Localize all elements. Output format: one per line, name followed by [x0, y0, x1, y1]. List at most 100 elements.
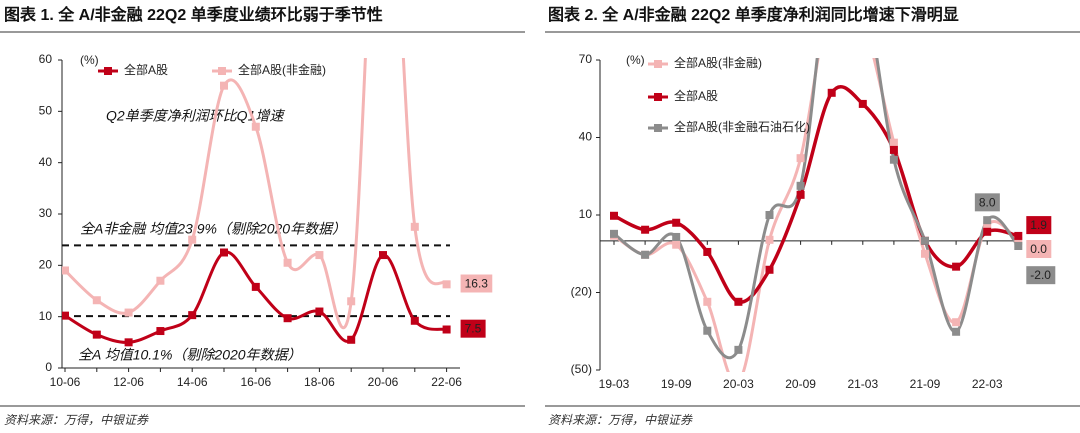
data-label: 0.0	[1030, 242, 1047, 256]
legend-label: 全部A股(非金融石油石化)	[674, 119, 810, 134]
x-tick-label: 20-06	[368, 375, 399, 389]
marker	[672, 232, 681, 241]
marker	[188, 235, 197, 244]
marker	[703, 297, 712, 306]
marker	[921, 236, 929, 245]
marker	[62, 266, 69, 275]
marker	[641, 225, 650, 234]
x-tick-label: 18-06	[304, 375, 335, 389]
y-tick-label: 60	[39, 52, 53, 66]
source: 资料来源：万得，中银证券	[548, 413, 693, 427]
series-line	[613, 58, 1020, 372]
marker	[442, 280, 451, 289]
marker	[410, 316, 419, 325]
marker	[315, 307, 324, 316]
x-tick-label: 19-03	[599, 377, 630, 391]
marker	[672, 218, 681, 227]
data-label: 16.3	[465, 276, 489, 290]
marker	[734, 297, 743, 306]
marker	[921, 249, 929, 258]
marker	[672, 240, 681, 249]
marker	[124, 308, 133, 317]
x-tick-label: 19-09	[661, 377, 692, 391]
legend-marker	[654, 60, 662, 68]
y-tick-label: 40	[39, 155, 53, 169]
data-label-box	[460, 319, 486, 338]
marker	[765, 211, 774, 219]
marker	[1014, 236, 1023, 245]
marker	[765, 265, 774, 274]
marker	[347, 297, 356, 306]
series-line	[613, 85, 1019, 304]
plot	[610, 58, 1023, 372]
x-tick-label: 21-09	[910, 377, 941, 391]
marker	[220, 81, 228, 90]
legend-marker	[218, 67, 226, 75]
x-tick-label: 14-06	[177, 375, 208, 389]
marker	[156, 327, 165, 336]
marker	[889, 145, 898, 154]
marker	[765, 235, 774, 244]
x-tick-label: 21-03	[847, 377, 878, 391]
series-line	[64, 250, 447, 344]
marker	[983, 216, 992, 225]
marker	[442, 325, 451, 334]
legend-marker	[104, 67, 112, 75]
data-label: 8.0	[979, 195, 996, 209]
marker	[610, 229, 618, 238]
annotation: 全A非金融 均值23.9%（剔除2020年数据）	[80, 221, 346, 237]
source: 资料来源：万得，中银证券	[4, 413, 149, 427]
marker	[703, 326, 712, 335]
marker	[220, 248, 228, 257]
data-label: -2.0	[1030, 268, 1051, 282]
legend-marker	[654, 93, 662, 101]
chart-title: 图表 2. 全 A/非金融 22Q2 单季度净利润同比增速下滑明显	[548, 5, 959, 24]
marker	[641, 250, 650, 259]
legend-marker	[654, 124, 662, 132]
y-tick-label: (20)	[571, 285, 592, 299]
marker	[858, 99, 867, 108]
y-tick-label: 10	[39, 309, 53, 323]
x-tick-label: 16-06	[240, 375, 271, 389]
marker	[703, 247, 712, 256]
marker	[983, 227, 992, 236]
marker	[315, 251, 324, 260]
x-tick-label: 22-06	[431, 375, 462, 389]
x-tick-label: 20-09	[785, 377, 816, 391]
marker	[827, 88, 836, 97]
x-tick-label: 22-03	[972, 377, 1003, 391]
y-tick-label: 10	[579, 207, 593, 221]
marker	[92, 330, 101, 339]
marker	[283, 314, 292, 323]
marker	[1014, 242, 1023, 250]
data-label-box	[1026, 216, 1052, 235]
marker	[347, 335, 356, 344]
y-tick-label: (50)	[571, 362, 592, 376]
annotation: 全A 均值10.1%（剔除2020年数据）	[78, 347, 302, 363]
marker	[889, 138, 898, 147]
y-tick-label: 40	[579, 130, 593, 144]
marker	[734, 345, 743, 354]
plot	[62, 58, 451, 347]
x-tick-label: 10-06	[50, 375, 81, 389]
marker	[1014, 231, 1023, 240]
annotation: Q2单季度净利润环比Q1增速	[106, 108, 285, 124]
x-tick-label: 12-06	[113, 375, 144, 389]
marker	[251, 122, 260, 131]
marker	[796, 154, 805, 163]
legend-label: 全部A股(非金融)	[674, 55, 762, 70]
data-label-box	[974, 193, 1000, 212]
data-label: 1.9	[1030, 218, 1047, 232]
data-label: 7.5	[465, 322, 482, 336]
y-tick-label: 20	[39, 258, 53, 272]
marker	[283, 258, 292, 267]
series-line	[63, 58, 448, 330]
legend-label: 全部A股(非金融)	[238, 62, 326, 77]
y-tick-label: 0	[45, 360, 52, 374]
marker	[952, 318, 961, 327]
y-tick-label: 50	[39, 104, 53, 118]
marker	[796, 190, 805, 199]
legend-label: 全部A股	[124, 62, 168, 77]
